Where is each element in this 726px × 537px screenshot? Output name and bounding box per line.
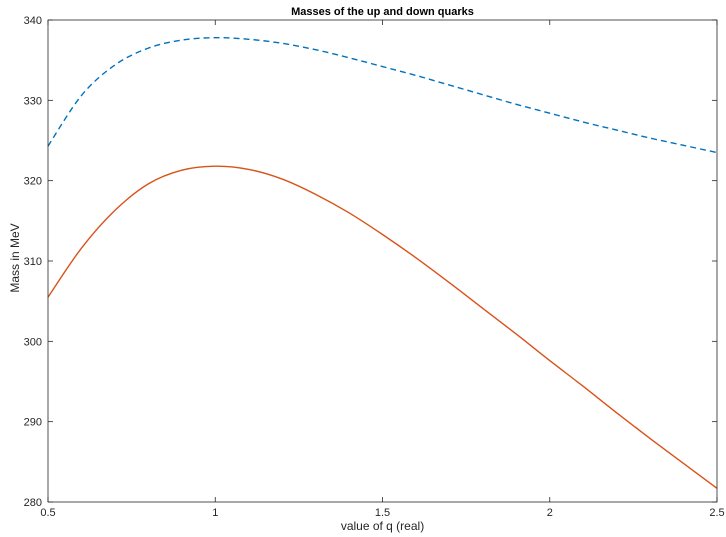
y-tick-label: 290 bbox=[24, 417, 42, 429]
series-layer bbox=[47, 36, 718, 489]
x-tick-label: 2 bbox=[547, 507, 553, 519]
x-tick-label: 2.5 bbox=[709, 507, 724, 519]
y-tick-label: 340 bbox=[24, 15, 42, 27]
x-tick-label: 1.5 bbox=[375, 507, 390, 519]
y-tick-label: 280 bbox=[24, 497, 42, 509]
series-line-dashed-blue bbox=[47, 36, 718, 154]
y-axis-label: Mass in MeV bbox=[8, 223, 22, 292]
y-tick-label: 320 bbox=[24, 176, 42, 188]
x-tick-label: 0.5 bbox=[40, 507, 55, 519]
y-tick-label: 300 bbox=[24, 336, 42, 348]
x-axis-label: value of q (real) bbox=[341, 519, 424, 533]
tick-layer: 0.5 1 1.5 2 2.5 280 290 300 310 320 330 340 bbox=[24, 15, 725, 519]
y-tick-label: 330 bbox=[24, 95, 42, 107]
plot-area bbox=[48, 20, 717, 502]
y-tick-label: 310 bbox=[24, 256, 42, 268]
series-line-solid-orange bbox=[47, 165, 718, 489]
x-tick-label: 1 bbox=[212, 507, 218, 519]
chart-title: Masses of the up and down quarks bbox=[291, 6, 474, 18]
